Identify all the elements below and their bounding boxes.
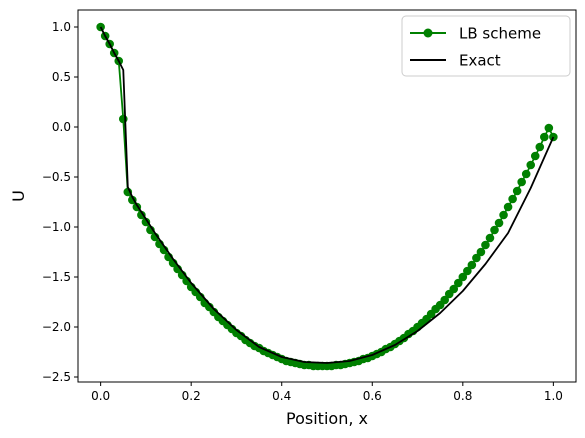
- data-point: [508, 194, 517, 204]
- data-point: [476, 247, 486, 257]
- y-tick-label: −0.5: [42, 170, 71, 184]
- data-point: [472, 253, 481, 263]
- x-tick-label: 0.4: [272, 389, 291, 403]
- x-tick-label: 0.2: [182, 389, 201, 403]
- legend-label-exact: Exact: [459, 52, 501, 70]
- data-point: [503, 202, 513, 212]
- data-point: [517, 177, 526, 187]
- y-tick-label: 0.0: [52, 120, 71, 134]
- data-point: [485, 233, 495, 243]
- data-point: [535, 142, 545, 152]
- y-axis-label: U: [9, 190, 28, 202]
- data-point: [440, 295, 450, 305]
- y-tick-label: 0.5: [52, 70, 71, 84]
- series-layer: [96, 22, 558, 371]
- data-point: [540, 132, 549, 142]
- y-axis-ticks: −2.5 −2.0 −1.5 −1.0 −0.5 0.0 0.5 1.0: [42, 20, 78, 384]
- data-point: [526, 160, 536, 170]
- x-axis-label: Position, x: [286, 409, 368, 428]
- x-tick-label: 0.6: [363, 389, 382, 403]
- x-tick-label: 1.0: [544, 389, 563, 403]
- x-axis-ticks: 0.0 0.2 0.4 0.6 0.8 1.0: [91, 382, 563, 403]
- y-tick-label: −2.5: [42, 370, 71, 384]
- data-point: [118, 114, 128, 124]
- legend-marker-lb-scheme: [423, 28, 433, 38]
- data-point: [141, 217, 151, 227]
- series-line-exact: [99, 26, 555, 364]
- data-point: [463, 266, 472, 276]
- data-point: [449, 284, 459, 294]
- data-point: [481, 240, 490, 250]
- data-point: [453, 278, 463, 288]
- x-tick-label: 0.8: [453, 389, 472, 403]
- data-point: [490, 225, 499, 235]
- data-point: [530, 151, 540, 161]
- y-tick-label: 1.0: [52, 20, 71, 34]
- data-point: [544, 123, 554, 133]
- y-tick-label: −1.5: [42, 270, 71, 284]
- x-tick-label: 0.0: [91, 389, 110, 403]
- data-point: [499, 210, 508, 220]
- y-tick-label: −2.0: [42, 320, 71, 334]
- data-point: [494, 218, 504, 228]
- data-point: [137, 210, 146, 220]
- legend: LB scheme Exact: [401, 15, 571, 77]
- data-point: [521, 169, 531, 179]
- legend-label-lb-scheme: LB scheme: [459, 25, 541, 43]
- data-point: [467, 260, 477, 270]
- data-point: [512, 186, 522, 196]
- series-exact: [99, 26, 555, 364]
- data-point: [458, 272, 468, 282]
- y-tick-label: −1.0: [42, 220, 71, 234]
